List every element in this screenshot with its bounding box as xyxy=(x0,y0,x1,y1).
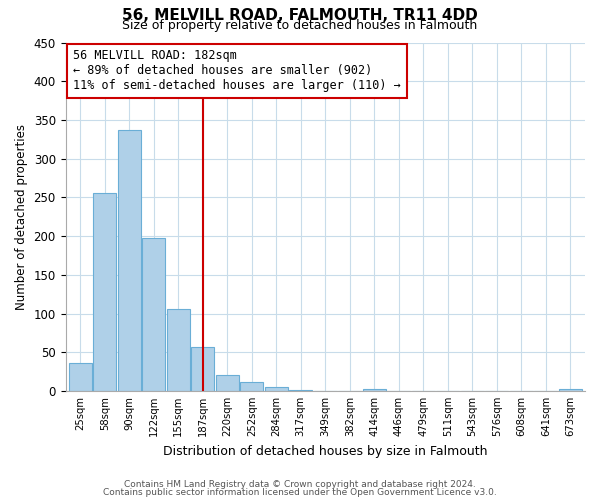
Bar xyxy=(362,390,386,391)
Bar xyxy=(191,347,214,391)
Text: Size of property relative to detached houses in Falmouth: Size of property relative to detached ho… xyxy=(122,19,478,32)
Bar xyxy=(93,192,116,391)
Bar xyxy=(240,382,263,391)
Text: 56 MELVILL ROAD: 182sqm
← 89% of detached houses are smaller (902)
11% of semi-d: 56 MELVILL ROAD: 182sqm ← 89% of detache… xyxy=(73,50,401,92)
Bar xyxy=(167,309,190,391)
Text: Contains public sector information licensed under the Open Government Licence v3: Contains public sector information licen… xyxy=(103,488,497,497)
Y-axis label: Number of detached properties: Number of detached properties xyxy=(15,124,28,310)
X-axis label: Distribution of detached houses by size in Falmouth: Distribution of detached houses by size … xyxy=(163,444,488,458)
Bar xyxy=(118,130,141,391)
Bar xyxy=(559,390,582,391)
Text: 56, MELVILL ROAD, FALMOUTH, TR11 4DD: 56, MELVILL ROAD, FALMOUTH, TR11 4DD xyxy=(122,8,478,22)
Bar xyxy=(215,374,239,391)
Bar xyxy=(289,390,313,391)
Bar xyxy=(142,238,166,391)
Bar xyxy=(68,363,92,391)
Bar xyxy=(265,387,288,391)
Text: Contains HM Land Registry data © Crown copyright and database right 2024.: Contains HM Land Registry data © Crown c… xyxy=(124,480,476,489)
